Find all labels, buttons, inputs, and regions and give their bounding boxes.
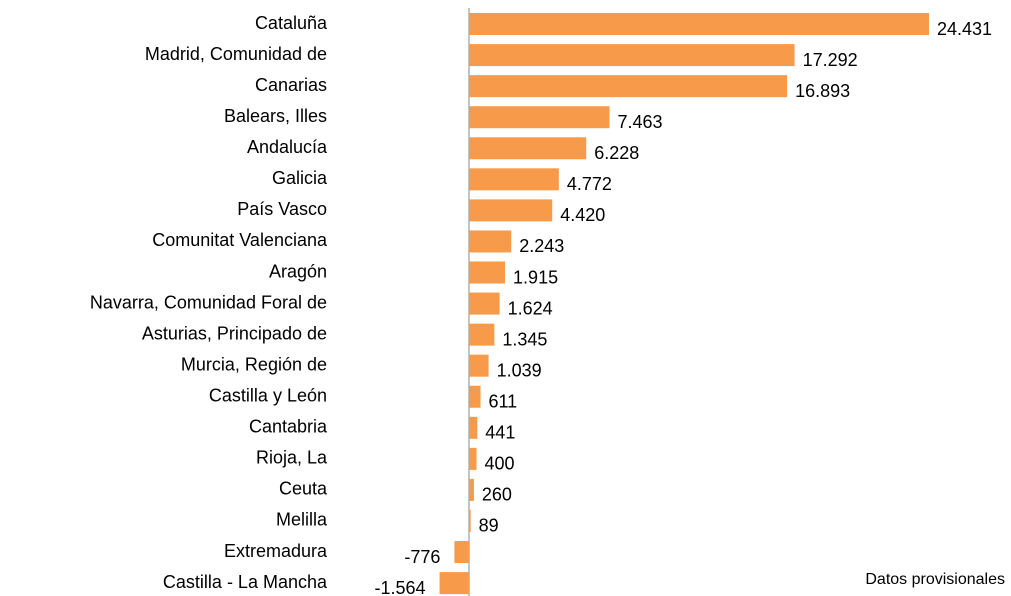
value-label: -1.564 bbox=[375, 578, 426, 596]
bar bbox=[469, 75, 788, 98]
category-label: Andalucía bbox=[247, 137, 328, 157]
value-label: 260 bbox=[482, 485, 512, 505]
bar bbox=[469, 478, 474, 501]
category-label: Ceuta bbox=[279, 479, 328, 499]
category-label: Madrid, Comunidad de bbox=[145, 44, 327, 64]
bar bbox=[469, 261, 506, 284]
bar bbox=[469, 323, 495, 346]
bar bbox=[469, 292, 500, 315]
value-label: 24.431 bbox=[937, 19, 992, 39]
bar bbox=[469, 354, 489, 377]
annotation: Datos provisionales bbox=[865, 571, 1005, 588]
bar bbox=[469, 230, 512, 253]
value-label: 4.772 bbox=[567, 174, 612, 194]
category-label: Melilla bbox=[276, 510, 328, 530]
bar bbox=[454, 541, 469, 564]
bar bbox=[469, 168, 559, 191]
value-label: 611 bbox=[489, 392, 518, 412]
category-label: Cantabria bbox=[249, 417, 328, 437]
value-label: 1.039 bbox=[497, 360, 542, 380]
value-label: 441 bbox=[485, 423, 515, 443]
value-label: 6.228 bbox=[594, 143, 639, 163]
value-label: 2.243 bbox=[519, 236, 564, 256]
category-label: Cataluña bbox=[255, 13, 328, 33]
category-label: Extremadura bbox=[224, 541, 328, 561]
value-label: 400 bbox=[485, 454, 515, 474]
value-label: 1.624 bbox=[508, 298, 553, 318]
category-label: Castilla - La Mancha bbox=[163, 572, 328, 592]
category-label: País Vasco bbox=[237, 199, 327, 219]
value-label: 1.915 bbox=[513, 267, 558, 287]
bar bbox=[469, 199, 553, 222]
bar bbox=[469, 44, 795, 67]
bar bbox=[469, 416, 478, 439]
bar bbox=[469, 106, 610, 129]
bar bbox=[469, 509, 471, 532]
value-label: 1.345 bbox=[502, 329, 547, 349]
category-label: Asturias, Principado de bbox=[142, 323, 327, 343]
category-label: Murcia, Región de bbox=[181, 354, 327, 374]
value-label: 16.893 bbox=[795, 81, 850, 101]
value-label: 4.420 bbox=[560, 205, 605, 225]
bar bbox=[469, 137, 587, 160]
bar bbox=[469, 13, 929, 36]
value-label: 89 bbox=[479, 516, 499, 536]
category-label: Aragón bbox=[269, 261, 327, 281]
category-label: Rioja, La bbox=[256, 448, 328, 468]
bar bbox=[439, 572, 469, 595]
value-label: 17.292 bbox=[803, 50, 858, 70]
value-label: 7.463 bbox=[618, 112, 663, 132]
bar bbox=[469, 385, 481, 408]
category-label: Castilla y León bbox=[209, 386, 327, 406]
category-label: Canarias bbox=[255, 75, 327, 95]
category-label: Galicia bbox=[272, 168, 328, 188]
category-label: Balears, Illes bbox=[224, 106, 327, 126]
value-label: -776 bbox=[404, 547, 440, 567]
category-label: Navarra, Comunidad Foral de bbox=[90, 292, 327, 312]
bar bbox=[469, 447, 477, 470]
category-label: Comunitat Valenciana bbox=[152, 230, 328, 250]
